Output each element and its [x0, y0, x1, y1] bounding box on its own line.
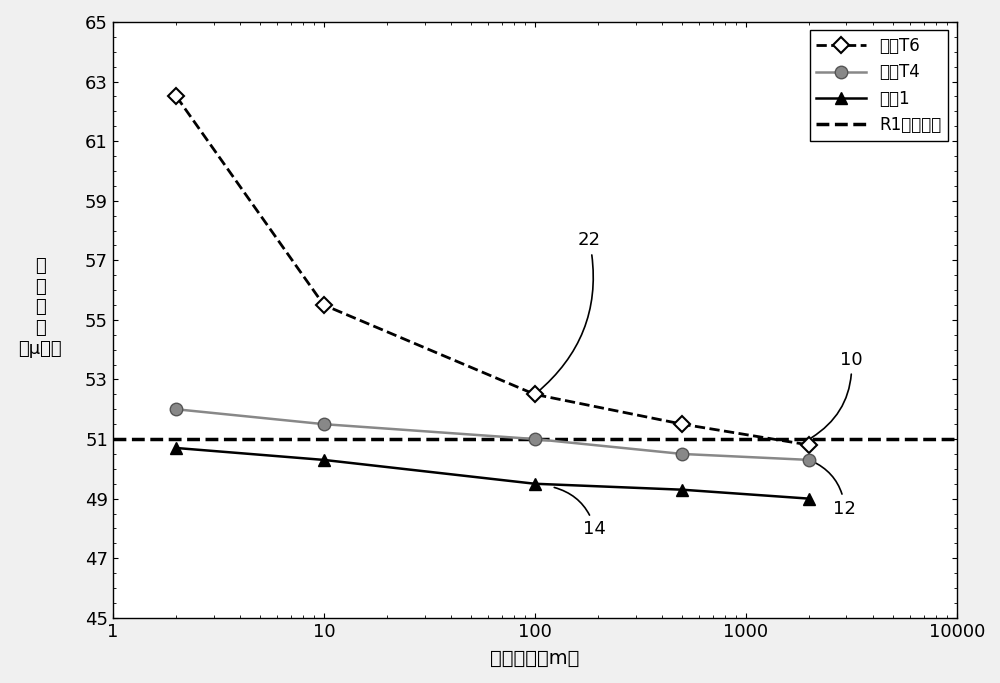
示例T6	[170, 92, 182, 100]
示例1	[170, 444, 182, 452]
Line: 示例T6: 示例T6	[171, 91, 815, 451]
示例T6	[676, 420, 688, 428]
示例1	[676, 486, 688, 494]
示例T4	[676, 450, 688, 458]
X-axis label: 光纤长度（m）: 光纤长度（m）	[490, 649, 580, 668]
示例T4	[170, 405, 182, 413]
R1纤芯直径	[107, 435, 119, 443]
示例T4	[803, 456, 815, 464]
示例T4	[318, 420, 330, 428]
示例T4	[529, 435, 541, 443]
Legend: 示例T6, 示例T4, 示例1, R1纤芯直径: 示例T6, 示例T4, 示例1, R1纤芯直径	[810, 30, 948, 141]
示例1	[318, 456, 330, 464]
示例T6	[529, 390, 541, 398]
示例T6	[318, 301, 330, 309]
示例1	[529, 479, 541, 488]
Line: 示例1: 示例1	[170, 442, 816, 505]
Line: 示例T4: 示例T4	[170, 403, 816, 466]
Text: 12: 12	[812, 461, 856, 518]
Text: 22: 22	[537, 232, 601, 393]
示例T6	[803, 441, 815, 449]
Text: 10: 10	[812, 350, 863, 438]
Text: 14: 14	[554, 488, 606, 538]
示例1	[803, 494, 815, 503]
Text: 纤
芯
大
小
（μ㎡）: 纤 芯 大 小 （μ㎡）	[18, 257, 62, 358]
